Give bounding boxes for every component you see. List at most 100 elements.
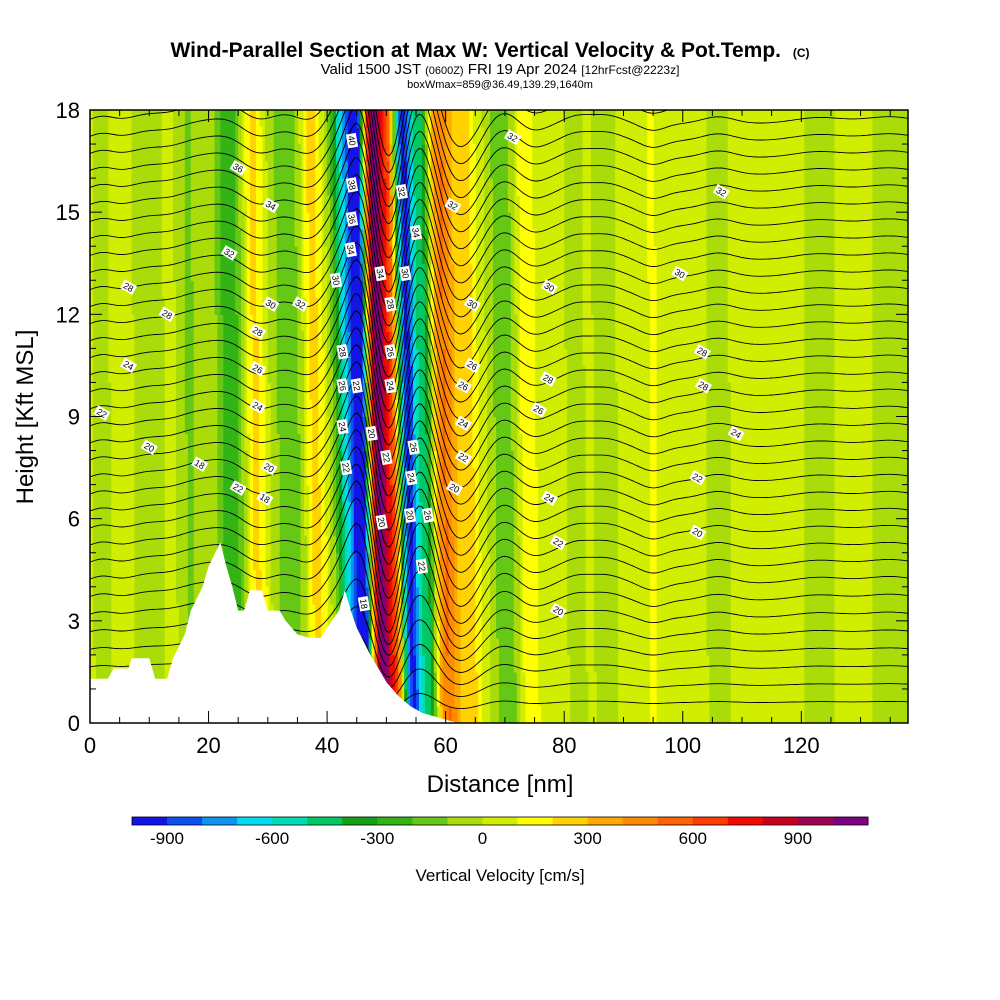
w-cell	[104, 569, 109, 588]
w-cell	[285, 280, 290, 298]
w-cell	[146, 603, 150, 622]
w-cell	[605, 297, 610, 315]
w-cell	[190, 467, 195, 486]
w-cell	[581, 603, 586, 622]
w-cell	[98, 518, 103, 537]
w-cell	[181, 501, 186, 520]
w-cell	[804, 246, 808, 264]
w-cell	[247, 263, 251, 281]
w-cell	[499, 518, 503, 537]
w-cell	[466, 654, 470, 673]
w-cell	[424, 688, 429, 707]
w-cell	[335, 467, 340, 486]
w-cell	[896, 450, 900, 469]
w-cell	[294, 280, 299, 298]
w-cell	[504, 552, 509, 571]
w-cell	[487, 467, 491, 486]
w-cell	[158, 552, 162, 571]
w-cell	[143, 535, 147, 554]
w-cell	[208, 535, 213, 554]
w-cell	[439, 654, 444, 673]
w-cell	[395, 620, 399, 639]
w-cell	[253, 433, 257, 452]
w-cell	[709, 552, 713, 571]
w-cell	[202, 229, 207, 247]
w-cell	[104, 348, 109, 367]
w-cell	[525, 246, 530, 264]
w-cell	[875, 229, 879, 247]
w-cell	[810, 450, 814, 469]
w-cell	[421, 518, 426, 537]
w-cell	[724, 637, 728, 656]
w-cell	[454, 586, 459, 605]
w-cell	[244, 535, 248, 554]
w-cell	[208, 365, 213, 384]
w-cell	[478, 569, 482, 588]
w-cell	[810, 263, 814, 281]
w-cell	[368, 246, 373, 264]
w-cell	[436, 450, 441, 469]
w-cell	[238, 348, 242, 367]
w-cell	[291, 535, 296, 554]
w-cell	[487, 331, 491, 349]
w-cell	[451, 399, 456, 418]
w-cell	[525, 331, 530, 349]
w-cell	[596, 416, 601, 435]
w-cell	[463, 246, 467, 264]
w-cell	[226, 501, 230, 520]
w-cell	[321, 450, 325, 469]
w-cell	[451, 637, 456, 656]
w-cell	[875, 620, 879, 639]
w-cell	[250, 501, 254, 520]
w-cell	[315, 467, 319, 486]
w-cell	[92, 569, 97, 588]
w-cell	[184, 246, 189, 264]
w-cell	[724, 620, 728, 639]
w-cell	[899, 416, 903, 435]
w-cell	[134, 212, 139, 230]
w-cell	[181, 569, 186, 588]
w-cell	[253, 365, 257, 384]
w-cell	[226, 331, 230, 349]
w-cell	[285, 518, 290, 537]
w-cell	[504, 467, 509, 486]
w-cell	[475, 603, 479, 622]
w-cell	[507, 280, 512, 298]
w-cell	[285, 348, 290, 367]
w-cell	[418, 365, 423, 384]
w-cell	[581, 569, 586, 588]
w-cell	[816, 654, 820, 673]
w-cell	[321, 467, 325, 486]
w-cell	[386, 552, 390, 571]
w-cell	[386, 331, 390, 349]
w-cell	[819, 637, 823, 656]
w-cell	[593, 297, 598, 315]
w-cell	[327, 297, 331, 315]
w-cell	[161, 484, 165, 503]
w-cell	[819, 382, 823, 401]
w-cell	[184, 433, 189, 452]
w-cell	[902, 620, 906, 639]
w-cell	[95, 229, 100, 247]
w-cell	[380, 399, 385, 418]
w-cell	[724, 654, 728, 673]
w-cell	[896, 671, 900, 690]
w-cell	[362, 467, 367, 486]
w-cell	[187, 382, 192, 401]
w-cell	[356, 586, 361, 605]
w-cell	[718, 314, 722, 332]
w-cell	[356, 484, 361, 503]
w-cell	[650, 450, 654, 469]
w-cell	[905, 280, 908, 298]
w-cell	[250, 484, 254, 503]
w-cell	[507, 569, 512, 588]
w-cell	[567, 467, 571, 486]
w-cell	[522, 484, 527, 503]
w-cell	[229, 501, 233, 520]
w-cell	[146, 297, 150, 315]
w-cell	[528, 246, 533, 264]
w-cell	[496, 586, 500, 605]
w-cell	[593, 433, 598, 452]
w-cell	[107, 569, 112, 588]
w-cell	[813, 263, 817, 281]
